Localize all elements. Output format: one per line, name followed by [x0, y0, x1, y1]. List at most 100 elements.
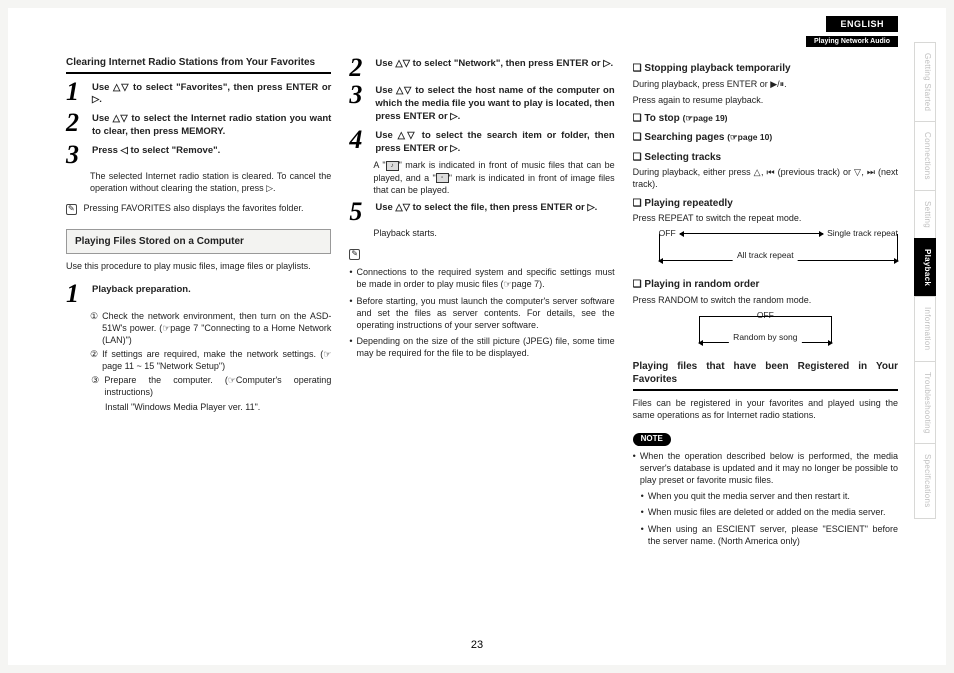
arrow-icon — [680, 233, 823, 234]
side-tab[interactable]: Troubleshooting — [914, 361, 936, 444]
sub-text: Press RANDOM to switch the random mode. — [633, 294, 898, 306]
note-text: Pressing FAVORITES also displays the fav… — [84, 203, 304, 213]
sub-text: Prepare the computer. (☞Computer's opera… — [104, 374, 331, 398]
bullet-text: Depending on the size of the still pictu… — [356, 335, 614, 359]
sh-text: Selecting tracks — [644, 152, 721, 163]
diagram-label: Random by song — [729, 332, 801, 343]
step: 2 Use △▽ to select "Network", then press… — [349, 56, 614, 79]
bullet-text: When using an ESCIENT server, please "ES… — [648, 523, 898, 547]
bullet-text: Connections to the required system and s… — [356, 266, 614, 290]
line — [831, 316, 832, 342]
sub-text: During playback, press ENTER or ▶/⏸. — [633, 78, 898, 90]
bullet-icon: • — [641, 523, 644, 547]
circled-3-icon: ③ — [90, 374, 100, 398]
bullet-icon: • — [633, 450, 636, 486]
breadcrumb: Playing Network Audio — [806, 36, 898, 47]
diagram-label: All track repeat — [733, 250, 798, 261]
side-tab[interactable]: Information — [914, 296, 936, 360]
body-text: Use this procedure to play music files, … — [66, 260, 331, 272]
random-mode-diagram: OFF Random by song — [633, 310, 898, 354]
sh-text: Playing repeatedly — [644, 198, 732, 209]
bullet-text: When the operation described below is pe… — [640, 450, 898, 486]
step-text: Use △▽ to select "Network", then press E… — [375, 56, 614, 79]
bullet-icon: • — [641, 506, 644, 518]
step-text: Use △▽ to select the Internet radio stat… — [92, 111, 331, 139]
step: 2 Use △▽ to select the Internet radio st… — [66, 111, 331, 139]
side-tab[interactable]: Specifications — [914, 443, 936, 519]
column-1: Clearing Internet Radio Stations from Yo… — [66, 56, 331, 551]
sub-text: Press again to resume playback. — [633, 94, 898, 106]
line — [897, 234, 898, 260]
step-detail: A "♪" mark is indicated in front of musi… — [373, 159, 614, 195]
line — [659, 234, 660, 260]
step: 1 Use △▽ to select "Favorites", then pre… — [66, 80, 331, 108]
page-number: 23 — [471, 639, 483, 651]
sub-heading: ❏ To stop (☞page 19) — [633, 112, 898, 126]
pencil-icon — [66, 204, 77, 215]
line — [699, 316, 700, 342]
blank-icon — [90, 401, 101, 413]
bullet-text: Before starting, you must launch the com… — [356, 295, 614, 331]
pencil-icon — [349, 249, 360, 260]
step-number: 2 — [66, 111, 88, 139]
music-file-icon: ♪ — [386, 161, 399, 171]
page-ref: (☞page 19) — [683, 113, 728, 123]
bullet-icon: • — [349, 295, 352, 331]
step-text: Use △▽ to select the host name of the co… — [375, 83, 614, 123]
sub-heading: ❏ Searching pages (☞page 10) — [633, 131, 898, 145]
side-tab[interactable]: Connections — [914, 121, 936, 190]
sh-text: Stopping playback temporarily — [644, 63, 790, 74]
section-title: Playing files that have been Registered … — [633, 360, 898, 391]
sub-heading: ❏ Selecting tracks — [633, 151, 898, 165]
step-detail: The selected Internet radio station is c… — [90, 170, 331, 194]
step: 3 Use △▽ to select the host name of the … — [349, 83, 614, 123]
bullet-icon: • — [641, 490, 644, 502]
sub-text: During playback, either press △, ⏮ (prev… — [633, 166, 898, 190]
page-ref: (☞page 10) — [727, 132, 772, 142]
side-tab[interactable]: Playback — [914, 238, 936, 296]
step: 5 Use △▽ to select the file, then press … — [349, 200, 614, 223]
sh-text: To stop — [644, 113, 679, 124]
sub-text: Check the network environment, then turn… — [102, 310, 331, 346]
bullet-icon: • — [349, 335, 352, 359]
side-tab[interactable]: Setting — [914, 190, 936, 238]
diagram-label: Single track repeat — [827, 228, 898, 239]
step-number: 3 — [66, 143, 88, 166]
step-number: 1 — [66, 282, 88, 305]
content-columns: Clearing Internet Radio Stations from Yo… — [66, 56, 898, 551]
bullet-icon: • — [349, 266, 352, 290]
sub-heading: ❏ Playing repeatedly — [633, 197, 898, 211]
sh-text: Playing in random order — [644, 279, 759, 290]
sh-text: Searching pages — [644, 132, 724, 143]
line — [699, 316, 832, 317]
sub-text: Install "Windows Media Player ver. 11". — [105, 401, 260, 413]
step-text: Use △▽ to select the search item or fold… — [375, 128, 614, 156]
body-text: Files can be registered in your favorite… — [633, 397, 898, 421]
numbered-sublist: ①Check the network environment, then tur… — [90, 310, 331, 413]
step-bold: Press ◁ to select "Remove". — [92, 145, 220, 156]
step-detail: Playback starts. — [373, 227, 614, 239]
t: A " — [373, 160, 385, 170]
step-number: 4 — [349, 128, 371, 156]
manual-page: ENGLISH Playing Network Audio Clearing I… — [8, 8, 946, 665]
step-text: Use △▽ to select the file, then press EN… — [375, 200, 614, 223]
sub-heading: ❏ Playing in random order — [633, 278, 898, 292]
step-number: 2 — [349, 56, 371, 79]
language-tab: ENGLISH — [826, 16, 898, 32]
image-file-icon: ▫ — [436, 173, 449, 183]
step-number: 1 — [66, 80, 88, 108]
step: 4 Use △▽ to select the search item or fo… — [349, 128, 614, 156]
side-tab[interactable]: Getting Started — [914, 42, 936, 121]
note-pill: NOTE — [633, 433, 671, 446]
bullet-list: •Connections to the required system and … — [349, 266, 614, 359]
step: 1 Playback preparation. — [66, 282, 331, 305]
section-title: Clearing Internet Radio Stations from Yo… — [66, 56, 331, 74]
side-tabs: Getting StartedConnectionsSettingPlaybac… — [914, 42, 936, 519]
diagram-label: OFF — [659, 228, 676, 239]
sub-heading: ❏ Stopping playback temporarily — [633, 62, 898, 76]
step-text: Press ◁ to select "Remove". — [92, 143, 331, 166]
sub-text: If settings are required, make the netwo… — [102, 348, 331, 372]
step-text: Playback preparation. — [92, 282, 331, 305]
bullet-text: When you quit the media server and then … — [648, 490, 850, 502]
column-3: ❏ Stopping playback temporarily During p… — [633, 56, 898, 551]
